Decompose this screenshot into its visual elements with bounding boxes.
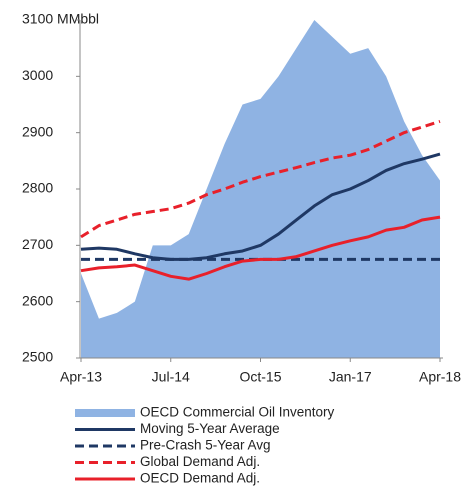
inventory-area <box>81 20 440 358</box>
y-tick-label: 2800 <box>22 180 53 196</box>
y-tick-label: 2600 <box>22 292 53 308</box>
y-tick-label: 3000 <box>22 67 53 83</box>
legend-label: Pre-Crash 5-Year Avg <box>140 438 271 453</box>
legend-label: Moving 5-Year Average <box>140 421 280 436</box>
series-line <box>80 119 441 239</box>
x-tick-label: Apr-18 <box>419 369 461 385</box>
series-line <box>80 215 441 281</box>
x-tick-label: Apr-13 <box>60 369 102 385</box>
legend-swatch <box>75 409 135 417</box>
legend-label: OECD Commercial Oil Inventory <box>140 405 335 420</box>
y-tick-label: 3100 MMbbl <box>22 11 99 27</box>
y-tick-label: 2500 <box>22 349 53 365</box>
legend-label: Global Demand Adj. <box>140 454 260 469</box>
y-tick-label: 2700 <box>22 236 53 252</box>
x-tick-label: Oct-15 <box>239 369 281 385</box>
series-line <box>80 152 441 261</box>
legend-label: OECD Demand Adj. <box>140 471 260 486</box>
x-tick-label: Jul-14 <box>152 369 190 385</box>
y-tick-label: 2900 <box>22 123 53 139</box>
x-tick-label: Jan-17 <box>329 369 372 385</box>
